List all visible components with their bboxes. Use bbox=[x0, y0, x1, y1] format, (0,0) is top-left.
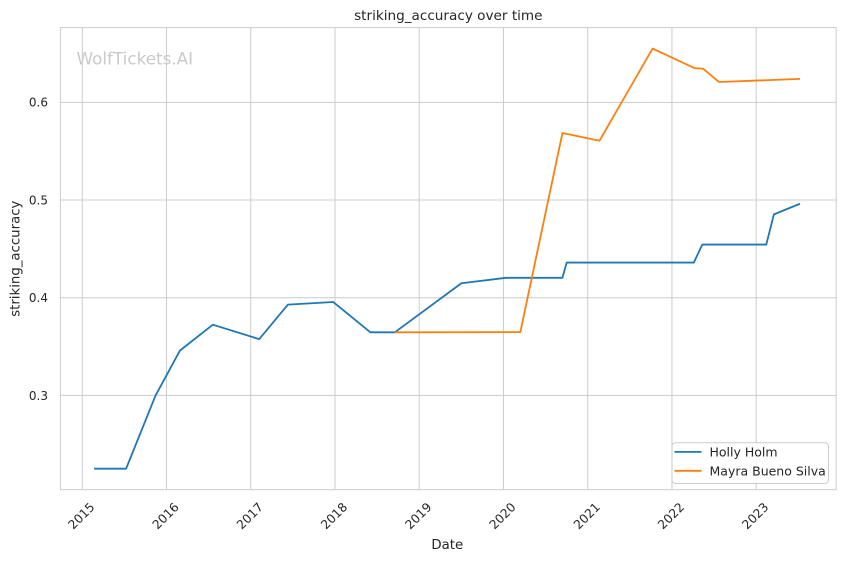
series-line-holly-holm bbox=[94, 202, 801, 470]
legend-label-mayra-bueno-silva: Mayra Bueno Silva bbox=[710, 463, 826, 478]
watermark: WolfTickets.AI bbox=[77, 49, 194, 69]
x-tick-label-2021: 2021 bbox=[571, 500, 603, 532]
y-tick-labels: 0.3 0.4 0.5 0.6 bbox=[29, 96, 48, 403]
x-tick-label-2022: 2022 bbox=[655, 500, 687, 532]
legend: Holly Holm Mayra Bueno Silva bbox=[671, 442, 829, 484]
x-tick-label-2019: 2019 bbox=[402, 500, 434, 532]
x-tick-label-2020: 2020 bbox=[487, 500, 519, 532]
x-axis-label: Date bbox=[431, 538, 463, 553]
y-tick-label-0.5: 0.5 bbox=[29, 193, 48, 207]
legend-label-holly-holm: Holly Holm bbox=[710, 444, 778, 459]
y-axis-label: striking_accuracy bbox=[8, 200, 23, 316]
x-tick-label-2016: 2016 bbox=[150, 500, 182, 532]
series-line-mayra-bueno-silva bbox=[394, 47, 801, 334]
y-tick-label-0.6: 0.6 bbox=[29, 96, 48, 110]
x-tick-label-2018: 2018 bbox=[318, 500, 350, 532]
y-tick-label-0.3: 0.3 bbox=[29, 389, 48, 403]
x-tick-label-2015: 2015 bbox=[65, 500, 97, 532]
x-tick-labels: 2015 2016 2017 2018 2019 2020 2021 2022 2023 bbox=[65, 500, 771, 532]
plot-border bbox=[59, 27, 837, 491]
x-tick-label-2023: 2023 bbox=[739, 500, 771, 532]
grid bbox=[60, 27, 837, 490]
series-lines bbox=[94, 47, 801, 470]
x-tick-label-2017: 2017 bbox=[234, 500, 266, 532]
chart-title: striking_accuracy over time bbox=[354, 8, 542, 24]
legend-frame bbox=[671, 442, 829, 484]
y-tick-label-0.4: 0.4 bbox=[29, 291, 48, 305]
